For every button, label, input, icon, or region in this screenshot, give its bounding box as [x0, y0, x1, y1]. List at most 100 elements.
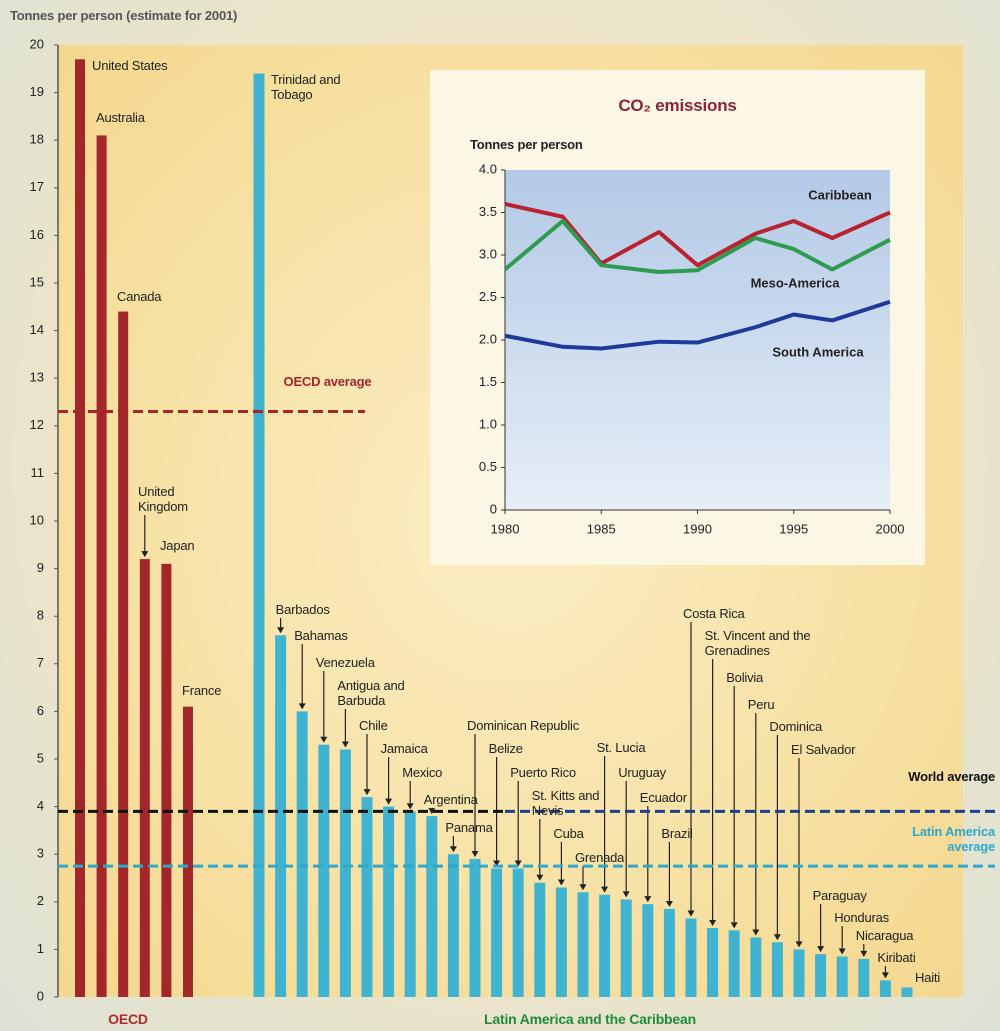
bar-label: Dominica	[769, 719, 822, 734]
bar	[512, 868, 524, 997]
arrowhead	[795, 941, 803, 948]
arrowhead	[644, 896, 652, 903]
bar	[707, 927, 719, 997]
bar-label: St. Vincent and the Grenadines	[704, 628, 811, 658]
bar-label: Chile	[359, 718, 388, 733]
y-tick-label: 10	[30, 512, 44, 527]
arrowhead	[601, 886, 609, 893]
y-tick-label: 20	[30, 36, 44, 51]
y-tick-label: 2.0	[479, 331, 497, 346]
group-label: OECD	[108, 1011, 148, 1027]
line-series	[503, 219, 891, 274]
y-tick-label: 0.5	[479, 459, 497, 474]
bar-label: Kiribati	[877, 950, 916, 965]
bar	[118, 311, 129, 997]
bar-label: Honduras	[834, 910, 889, 925]
arrowhead	[385, 798, 393, 805]
arrowhead	[665, 900, 673, 907]
bar	[728, 930, 740, 997]
y-tick-label: 14	[30, 322, 44, 337]
y-tick-label: 8	[37, 608, 44, 623]
bar	[793, 949, 805, 997]
y-axis-title: Tonnes per person (estimate for 2001)	[10, 8, 238, 23]
line-series	[504, 202, 891, 268]
bar	[361, 797, 373, 997]
bar	[879, 980, 891, 997]
y-tick-label: 12	[30, 417, 44, 432]
arrowhead	[449, 846, 457, 853]
bar	[296, 711, 308, 997]
reference-label: World average	[908, 769, 995, 785]
inset-y-title: Tonnes per person	[470, 137, 583, 152]
bar	[858, 958, 870, 997]
bar	[534, 882, 546, 997]
group-label: Latin America and the Caribbean	[484, 1011, 696, 1027]
y-tick-label: 5	[37, 750, 44, 765]
arrowhead	[709, 919, 717, 926]
bar	[555, 887, 567, 997]
bar-label: Ecuador	[639, 790, 687, 805]
y-tick-label: 15	[30, 274, 44, 289]
y-tick-label: 13	[30, 370, 44, 385]
arrowhead	[363, 789, 371, 796]
bar	[663, 908, 675, 997]
y-tick-label: 3.0	[479, 246, 497, 261]
inset-title: CO₂ emissions	[618, 96, 737, 115]
bar	[815, 954, 827, 997]
bar-label: Trinidad and Tobago	[271, 72, 341, 102]
arrowhead	[536, 874, 544, 881]
bar-label: Cuba	[553, 826, 584, 841]
arrowhead	[406, 803, 414, 810]
bar	[139, 559, 150, 997]
y-tick-label: 17	[30, 179, 44, 194]
bar	[577, 892, 589, 997]
arrowhead	[881, 972, 889, 979]
bar-label: United Kingdom	[138, 484, 188, 514]
bar-label: Paraguay	[812, 888, 867, 903]
bar-label: Jamaica	[380, 741, 428, 756]
y-tick-label: 2	[37, 893, 44, 908]
bar	[771, 942, 783, 997]
bar-label: Grenada	[575, 850, 625, 865]
bar	[161, 563, 172, 997]
bar	[469, 858, 481, 997]
arrowhead	[773, 934, 781, 941]
bar	[642, 904, 654, 997]
arrowhead	[838, 948, 846, 955]
bar-label: Panama	[445, 820, 493, 835]
bar	[426, 816, 438, 997]
y-tick-label: 3	[37, 846, 44, 861]
arrowhead	[622, 891, 630, 898]
arrowhead	[860, 950, 868, 957]
bar	[96, 135, 107, 997]
bar	[901, 987, 913, 997]
bar	[599, 894, 611, 997]
bar-label: Australia	[96, 110, 145, 125]
bar	[339, 749, 351, 997]
bar-label: Dominican Republic	[467, 718, 580, 733]
y-tick-label: 1	[37, 941, 44, 956]
arrowhead	[817, 946, 825, 953]
bar-label: Venezuela	[315, 655, 375, 670]
y-tick-label: 1.5	[479, 374, 497, 389]
bar	[253, 73, 265, 997]
reference-label: OECD average	[283, 373, 372, 389]
x-tick-label: 1990	[683, 521, 712, 536]
bar-label: Japan	[160, 538, 195, 553]
legend-label: Caribbean	[808, 187, 872, 202]
arrowhead	[687, 910, 695, 917]
y-tick-label: 11	[31, 465, 45, 480]
arrowhead	[320, 736, 328, 743]
y-tick-label: 6	[37, 703, 44, 718]
line-series	[504, 299, 891, 351]
bar	[75, 59, 85, 997]
bar-label: Argentina	[423, 792, 478, 807]
bar-label: United States	[92, 58, 168, 73]
y-tick-label: 16	[30, 227, 44, 242]
x-tick-label: 1985	[587, 521, 616, 536]
arrowhead	[141, 551, 149, 558]
bar-label: Nicaragua	[855, 928, 914, 943]
bar-label: Barbados	[275, 602, 330, 617]
